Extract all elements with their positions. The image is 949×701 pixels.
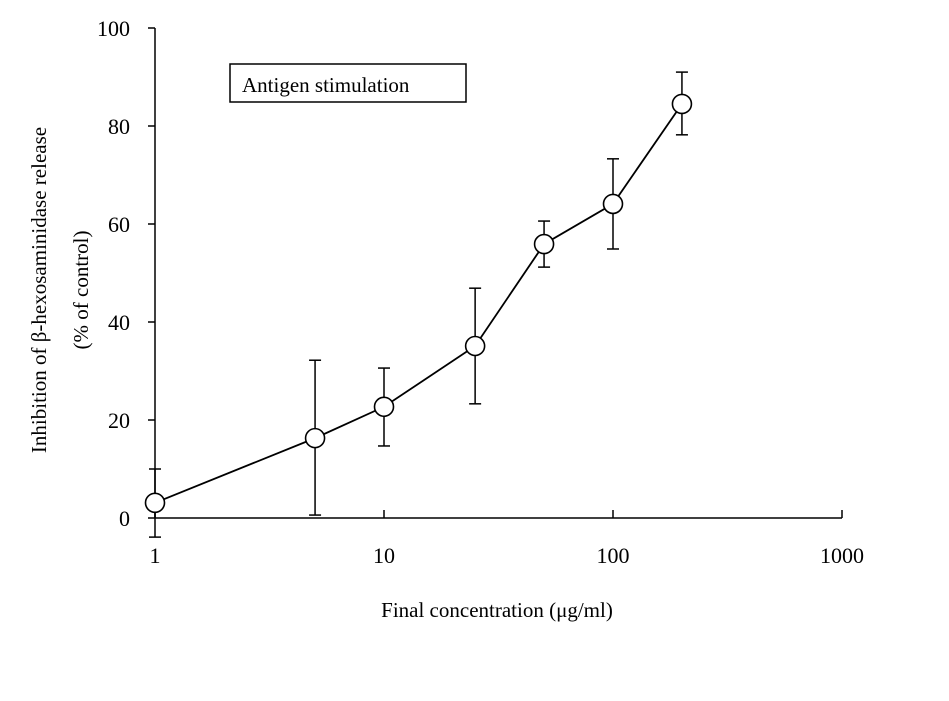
y-tick-label: 80 [108, 114, 130, 139]
legend-label: Antigen stimulation [242, 73, 410, 97]
y-tick-label: 20 [108, 408, 130, 433]
data-point [464, 335, 486, 357]
error-bars [149, 71, 688, 538]
data-point [533, 233, 555, 255]
data-points [144, 93, 693, 514]
y-tick-label: 60 [108, 212, 130, 237]
y-tick-label: 100 [97, 16, 130, 41]
series-line [154, 103, 683, 504]
x-tick-label: 10 [373, 543, 395, 568]
data-point [602, 193, 624, 215]
y-axis-label-line1: Inhibition of β-hexosaminidase release [27, 127, 51, 453]
x-axis-label: Final concentration (μg/ml) [381, 598, 613, 622]
legend-box [229, 63, 467, 103]
axes: 0 20 40 60 80 100 1 10 100 1000 [97, 16, 864, 568]
y-tick-label: 0 [119, 506, 130, 531]
x-tick-label: 100 [597, 543, 630, 568]
data-point [304, 427, 326, 449]
data-point [144, 492, 166, 514]
legend: Antigen stimulation [229, 63, 467, 103]
x-tick-label: 1 [150, 543, 161, 568]
y-axis-label-line2: (% of control) [69, 231, 93, 350]
series-polyline [154, 103, 683, 504]
x-tick-label: 1000 [820, 543, 864, 568]
data-point [373, 396, 395, 418]
y-tick-label: 40 [108, 310, 130, 335]
data-point [671, 93, 693, 115]
